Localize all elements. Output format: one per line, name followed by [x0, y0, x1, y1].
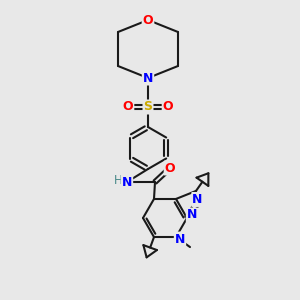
Text: O: O [165, 161, 175, 175]
Text: N: N [122, 176, 132, 188]
Text: N: N [192, 193, 203, 206]
Text: S: S [143, 100, 152, 113]
Text: O: O [163, 100, 173, 113]
Text: N: N [175, 232, 185, 246]
Text: N: N [187, 208, 197, 221]
Text: H: H [114, 175, 122, 188]
Text: O: O [143, 14, 153, 26]
Text: O: O [123, 100, 133, 113]
Text: N: N [143, 71, 153, 85]
